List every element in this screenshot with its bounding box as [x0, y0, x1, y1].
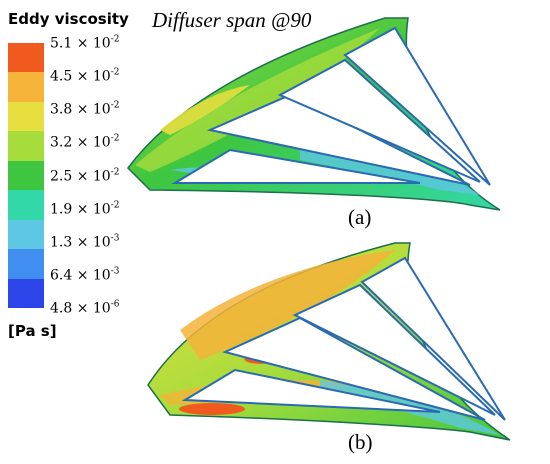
- colorbar-tick-label: 3.2 × 10-2: [50, 134, 120, 151]
- blade-gap-a2: [206, 93, 471, 186]
- colorbar-tick-label: 2.5 × 10-2: [50, 167, 120, 184]
- blade-gap-a3: [277, 58, 481, 183]
- colorbar-tick-label: 5.1 × 10-2: [50, 34, 120, 52]
- panel-b-label: (b): [348, 430, 373, 454]
- colorbar-tick-label: 6.4 × 10-3: [50, 266, 120, 284]
- colorbar-tick-label: 1.3 × 10-3: [50, 233, 120, 251]
- colorbar-tick-label: 1.9 × 10-2: [50, 200, 120, 217]
- panel-a-contour: [127, 17, 501, 211]
- panel-b-peak: [179, 403, 245, 415]
- panel-b-contour: [147, 242, 511, 441]
- colorbar-segment: [8, 72, 44, 103]
- colorbar-segment: [8, 101, 44, 132]
- colorbar-segment: [8, 190, 44, 221]
- blade-gap-b1: [181, 368, 441, 413]
- colorbar: [8, 43, 44, 309]
- colorbar-segment: [8, 278, 44, 309]
- colorbar-tick-label: 4.8 × 10-6: [50, 299, 120, 317]
- blade-gap-b3: [292, 283, 496, 416]
- colorbar-ticks: 5.1 × 10-2 4.5 × 10-2 3.8 × 10-2 3.2 × 10-2…: [50, 35, 170, 317]
- panel-a-region: [160, 85, 250, 135]
- colorbar-segment: [8, 131, 44, 162]
- colorbar-segment: [8, 160, 44, 191]
- figure-title: Diffuser span @90: [152, 8, 312, 32]
- panel-a-label: (a): [348, 205, 372, 229]
- unit-label: [Pa s]: [8, 322, 57, 340]
- blade-gap-a4: [343, 26, 491, 186]
- blade-gap-b2: [222, 316, 486, 421]
- panel-b-region: [180, 250, 395, 360]
- legend-title: Eddy viscosity: [8, 10, 129, 28]
- panel-a-region: [135, 28, 380, 172]
- blade-gap-b4: [360, 256, 506, 421]
- colorbar-segment: [8, 43, 44, 73]
- colorbar-segment: [8, 249, 44, 280]
- colorbar-tick-label: 3.8 × 10-2: [50, 100, 120, 118]
- colorbar-segment: [8, 219, 44, 250]
- blade-gap-a1: [171, 148, 421, 184]
- colorbar-tick-label: 4.5 × 10-2: [50, 67, 120, 85]
